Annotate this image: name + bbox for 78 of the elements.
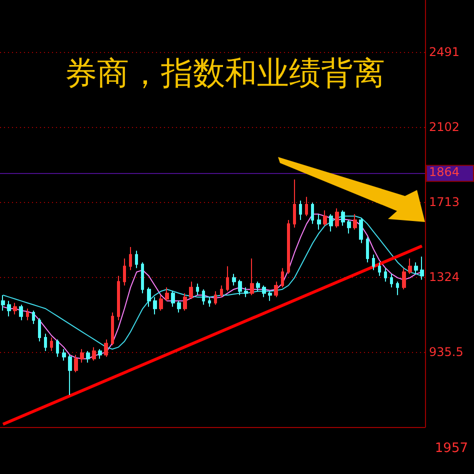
candlestick [50, 337, 53, 352]
candlestick [171, 290, 175, 308]
candlestick [62, 348, 66, 362]
candlestick [32, 310, 35, 325]
candlestick [153, 296, 157, 315]
candlestick [98, 348, 102, 360]
candlestick [293, 178, 296, 228]
candlestick [402, 268, 406, 290]
candlestick [196, 283, 199, 296]
candlestick [341, 210, 345, 226]
candlestick [220, 285, 223, 298]
y-tick-label: 2102 [429, 120, 460, 134]
candlestick [80, 348, 84, 364]
candlestick [323, 210, 327, 226]
candlestick [56, 338, 59, 358]
candlestick [256, 281, 260, 292]
candlestick [244, 286, 248, 298]
candlestick [238, 279, 242, 296]
candlestick [274, 281, 278, 298]
candlestick [378, 262, 381, 276]
candlestick [38, 318, 41, 342]
candlestick [287, 219, 290, 274]
candlestick [420, 256, 424, 280]
candlestick [208, 296, 211, 308]
candlestick [135, 250, 138, 269]
candlestick [7, 300, 11, 317]
y-tick-label: 2491 [429, 45, 460, 60]
candlestick [214, 290, 217, 306]
candlestick [317, 214, 321, 230]
candlestick [372, 254, 375, 271]
candlestick [305, 196, 308, 217]
candlestick [147, 286, 151, 308]
candlestick [92, 346, 96, 362]
candlestick [384, 268, 387, 282]
candlestick [329, 214, 333, 232]
candlestick [202, 288, 205, 306]
y-tick-label: 935.5 [429, 344, 464, 359]
candlestick [86, 350, 90, 364]
y-tick-label: 1713 [429, 195, 460, 210]
candlestick [159, 294, 163, 312]
candlestick [117, 275, 120, 321]
candlestick [366, 236, 369, 263]
y-tick-label: 1324 [429, 270, 460, 284]
candlestick [189, 281, 193, 300]
candlestick [347, 219, 351, 234]
candlestick [414, 262, 418, 274]
candlestick [177, 300, 181, 313]
candlestick [262, 285, 266, 298]
candlestick [390, 273, 393, 288]
candlestick [281, 268, 284, 288]
candlestick [74, 354, 78, 373]
text: 券商，指数和业绩背离 [65, 54, 385, 92]
candlestick [13, 302, 17, 315]
candlestick [250, 258, 254, 296]
candlestick [408, 258, 412, 274]
candlestick [232, 273, 236, 286]
text: 1957 [434, 441, 468, 456]
candlestick [1, 294, 5, 312]
candlestick [68, 354, 72, 396]
candlestick [299, 200, 302, 220]
candlestick [19, 304, 23, 321]
candlestick [165, 286, 169, 302]
candlestick [335, 208, 339, 228]
candlestick [104, 338, 108, 358]
candlestick [359, 218, 363, 244]
ref-line-label: 1864 [429, 164, 460, 179]
candlestick [123, 258, 126, 286]
candlestick [183, 292, 187, 312]
candlestick [226, 266, 229, 292]
candlestick [111, 312, 114, 346]
candlestick [268, 290, 272, 302]
candlestick [26, 308, 29, 321]
candlestick [311, 202, 314, 224]
candlestick [44, 333, 47, 352]
candlestick [141, 262, 144, 294]
candlestick [396, 281, 399, 296]
candlestick [129, 246, 132, 271]
candlestick [353, 214, 357, 230]
